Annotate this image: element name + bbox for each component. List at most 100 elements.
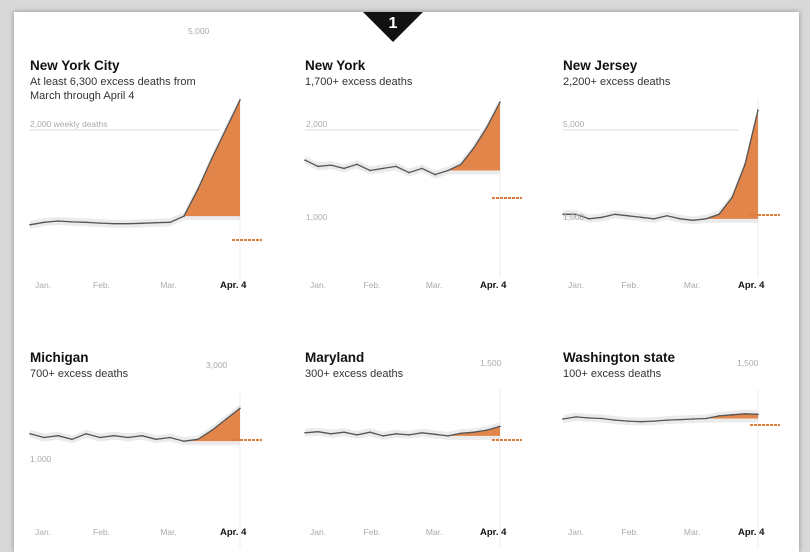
data-point [575,416,577,418]
data-point [408,171,410,174]
data-point [113,434,115,437]
data-point [330,433,332,435]
data-point [601,417,603,420]
data-point [757,413,759,416]
y-axis-label: 5,000 [188,26,210,36]
panel-title: Washington state [563,350,676,365]
data-point [239,407,241,410]
data-point [197,188,199,190]
y-axis-label: 1,000 [563,212,585,222]
expected-band [305,422,500,440]
panel-subtitle: 1,700+ excess deaths [305,76,413,88]
data-point [343,431,345,434]
data-point [99,436,101,439]
data-point [71,221,73,223]
data-point [731,196,733,199]
data-point [447,169,449,172]
data-point [640,420,642,423]
data-point [85,221,87,224]
data-point [343,167,345,170]
data-point [197,438,199,441]
x-tick-label: Feb. [622,280,639,290]
data-point [744,412,746,415]
data-point [225,128,227,130]
excess-area [706,110,758,219]
step-badge: 1 [363,12,423,42]
x-tick-label: Apr. 4 [220,527,247,538]
x-tick-label: Feb. [622,527,639,537]
data-point [71,438,73,441]
data-point [460,163,462,166]
data-point [183,215,185,217]
x-tick-label: Apr. 4 [480,280,507,291]
x-tick-label: Mar. [160,280,177,290]
data-point [29,223,31,226]
y-axis-label: 1,000 [30,454,52,464]
data-point [757,109,759,111]
x-tick-label: Feb. [364,527,381,537]
y-axis-label: 1,500 [480,358,502,368]
data-point [499,425,501,428]
panel-subtitle: 300+ excess deaths [305,368,404,380]
data-point [356,434,358,436]
x-tick-label: Mar. [160,527,177,537]
x-tick-label: Jan. [310,527,326,537]
data-point [57,220,59,222]
data-point [744,163,746,166]
deaths-line [29,407,241,442]
x-tick-label: Jan. [568,527,584,537]
data-point [692,219,694,222]
x-tick-label: Mar. [684,280,701,290]
data-point [382,167,384,170]
panel-subtitle: 2,200+ excess deaths [563,76,671,88]
y-axis-label: 1,500 [737,358,759,368]
data-point [330,164,332,166]
panel-subtitle: At least 6,300 excess deaths from March … [30,76,196,102]
data-point [169,221,171,224]
data-point [705,218,707,220]
data-point [43,436,45,439]
data-point [666,215,668,217]
data-point [614,419,616,421]
x-tick-label: Jan. [310,280,326,290]
panel-title: Maryland [305,350,365,365]
data-point [575,213,577,216]
data-point [562,418,564,420]
data-point [640,216,642,219]
data-point [653,420,655,422]
data-point [408,434,410,436]
data-point [183,440,185,442]
data-point [211,157,213,159]
badge-number: 1 [389,15,398,32]
data-point [141,434,143,437]
x-tick-label: Feb. [93,280,110,290]
x-tick-label: Apr. 4 [738,280,765,291]
data-point [369,431,371,434]
data-point [141,222,143,225]
data-point [679,418,681,421]
data-point [155,438,157,441]
data-point [356,163,358,166]
data-point [382,435,384,437]
expected-band [305,98,500,179]
data-point [211,429,213,431]
x-tick-label: Mar. [426,527,443,537]
data-point [127,222,129,225]
y-axis-label: 5,000 [563,119,585,129]
data-point [369,169,371,172]
data-point [718,415,720,417]
x-tick-label: Feb. [93,527,110,537]
data-point [304,431,306,434]
data-point [460,432,462,435]
data-point [304,159,306,161]
data-point [317,430,319,433]
data-point [395,433,397,435]
x-tick-label: Apr. 4 [480,527,507,538]
x-tick-label: Mar. [426,280,443,290]
panel-title: New York City [30,58,120,73]
deaths-line [304,425,501,437]
deaths-line [29,99,241,226]
data-point [395,165,397,168]
x-tick-label: Apr. 4 [738,527,765,538]
data-point [473,431,475,434]
